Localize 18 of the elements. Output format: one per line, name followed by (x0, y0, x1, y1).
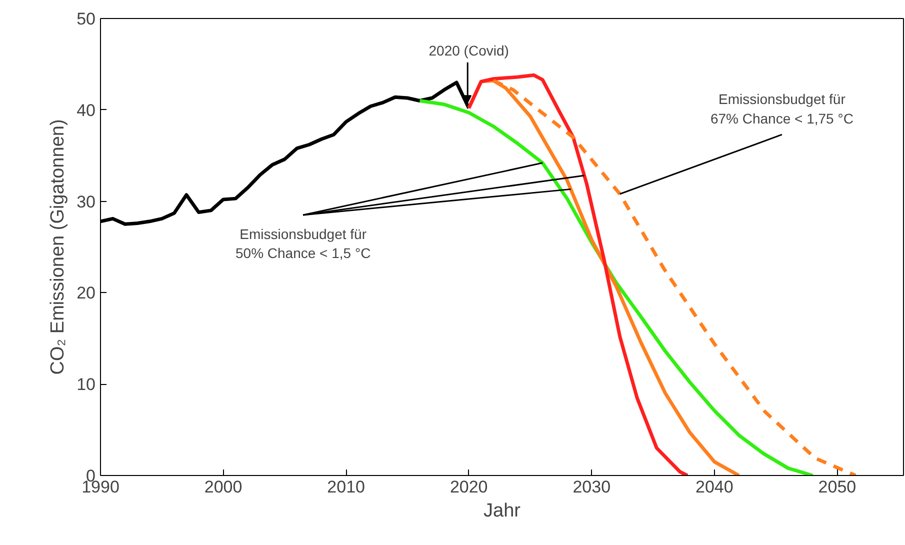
annotation: Emissionsbudget für 67% Chance < 1,75 °C (710, 91, 854, 126)
x-axis-title: Jahr (484, 500, 522, 522)
annotation: 2020 (Covid) (428, 42, 509, 59)
x-tick-label: 2000 (204, 478, 242, 496)
line-series (467, 73, 690, 476)
x-tick-label: 2030 (572, 478, 611, 496)
y-tick-label: 50 (76, 10, 96, 28)
x-tick-label: 2020 (450, 478, 488, 496)
y-axis-title: CO₂ Emissionen (Gigatonnen) (48, 119, 69, 375)
line-series (100, 80, 471, 226)
y-tick-label: 20 (76, 284, 96, 303)
x-tick-label: 2050 (818, 478, 856, 496)
annotation: Emissionsbudget für 50% Chance < 1,5 °C (236, 226, 371, 262)
y-tick-label: 10 (76, 375, 96, 394)
x-tick-label: 2040 (696, 478, 734, 496)
x-tick-label: 2010 (327, 478, 365, 496)
y-tick-label: 40 (76, 100, 96, 120)
y-tick-label: 30 (76, 192, 96, 212)
